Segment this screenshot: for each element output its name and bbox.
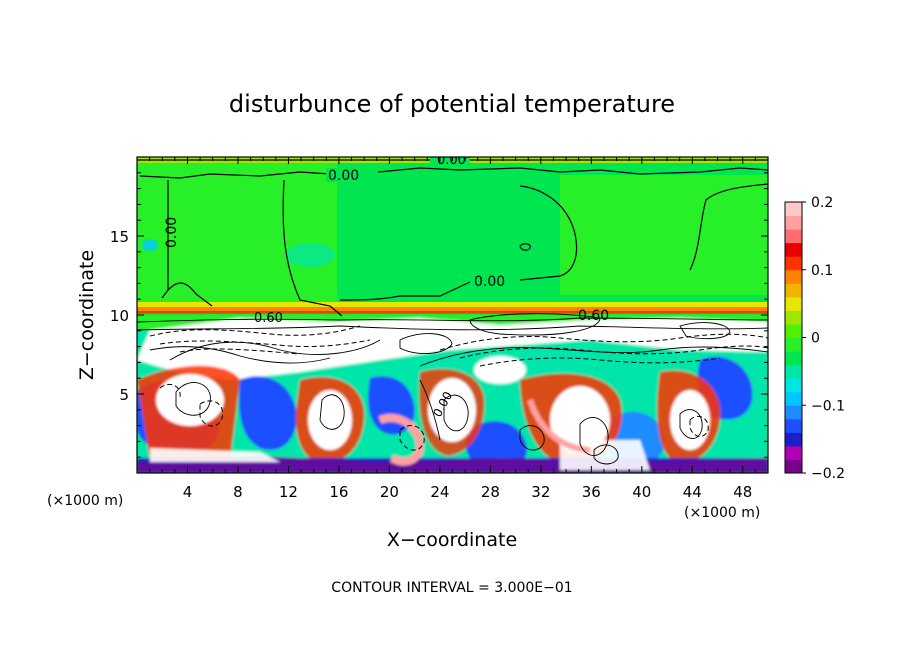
y-tick-label: 5 <box>119 386 129 404</box>
colorbar-swatch <box>785 269 802 284</box>
colorbar-swatch <box>785 242 802 257</box>
colorbar-swatch <box>785 202 802 217</box>
contour-label: 0.00 <box>328 168 359 184</box>
y-tick-label: 10 <box>110 307 129 325</box>
x-tick-label: 20 <box>380 483 399 501</box>
colorbar-swatch <box>785 323 802 338</box>
colorbar-tick-label: 0.1 <box>811 263 833 279</box>
colorbar-swatch <box>785 432 802 447</box>
colorbar-swatch <box>785 215 802 230</box>
colorbar-tick-label: −0.2 <box>811 466 845 482</box>
heatmap-field: 0.00 0.00 0.00 0.00 0.60 0.60 0.00 <box>137 153 768 473</box>
contour-label: 0.00 <box>437 153 466 168</box>
colorbar-swatch <box>785 391 802 406</box>
colorbar-swatch <box>785 364 802 379</box>
colorbar-tick-label: −0.1 <box>811 398 845 414</box>
colorbar: 0.2 0.1 0 −0.1 −0.2 <box>784 195 845 482</box>
y-axis-label: Z−coordinate <box>76 250 98 380</box>
colorbar-swatch <box>785 310 802 325</box>
colorbar-swatch <box>785 283 802 298</box>
colorbar-swatch <box>785 459 802 474</box>
x-tick-label: 44 <box>683 483 702 501</box>
colorbar-swatch <box>785 378 802 393</box>
contour-label: 0.60 <box>254 311 283 326</box>
chart-title: disturbunce of potential temperature <box>229 90 675 118</box>
contour-interval-footer: CONTOUR INTERVAL = 3.000E−01 <box>331 580 572 596</box>
contour-label: 0.00 <box>164 217 180 248</box>
colorbar-swatch <box>785 351 802 366</box>
x-axis-label: X−coordinate <box>387 529 517 551</box>
contour-label: 0.60 <box>578 308 609 324</box>
colorbar-swatch <box>785 405 802 420</box>
x-tick-label: 16 <box>329 483 348 501</box>
colorbar-swatch <box>785 337 802 352</box>
x-tick-label: 32 <box>531 483 550 501</box>
x-tick-label: 40 <box>632 483 651 501</box>
x-tick-label: 4 <box>183 483 193 501</box>
colorbar-swatch <box>785 445 802 460</box>
colorbar-swatch <box>785 296 802 311</box>
x-tick-label: 12 <box>279 483 298 501</box>
x-tick-label: 28 <box>481 483 500 501</box>
x-tick-label: 24 <box>430 483 449 501</box>
colorbar-swatch <box>785 418 802 433</box>
colorbar-tick-label: 0.2 <box>811 195 833 211</box>
x-tick-label: 36 <box>582 483 601 501</box>
x-unit-left: (×1000 m) <box>47 493 123 509</box>
colorbar-tick-label: 0 <box>811 331 820 347</box>
y-axis-ticks: 5 10 15 <box>110 172 768 458</box>
colorbar-swatch <box>785 256 802 271</box>
contour-label: 0.00 <box>474 274 505 290</box>
colorbar-swatch <box>785 229 802 244</box>
y-tick-label: 15 <box>110 228 129 246</box>
x-tick-label: 48 <box>733 483 752 501</box>
x-tick-label: 8 <box>233 483 243 501</box>
x-axis-ticks: 4 8 12 16 20 24 28 32 36 40 44 48 <box>149 157 756 501</box>
x-unit-right: (×1000 m) <box>684 505 760 521</box>
